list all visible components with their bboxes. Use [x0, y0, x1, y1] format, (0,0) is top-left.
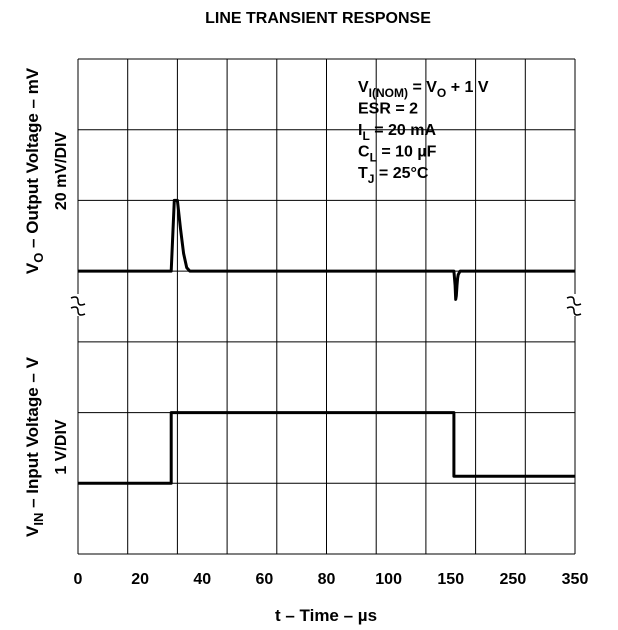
x-tick-label: 100 — [375, 571, 402, 588]
chart-title: LINE TRANSIENT RESPONSE — [205, 10, 431, 27]
y-axis-label-bottom: VIN – Input Voltage – V — [23, 356, 46, 537]
axis-break-left — [70, 294, 86, 316]
svg-text:VO – Output Voltage – mV: VO – Output Voltage – mV — [23, 67, 46, 274]
axis-break-right — [566, 294, 582, 316]
x-tick-label: 80 — [318, 571, 336, 588]
y-label-bottom-main: V — [23, 525, 42, 537]
x-tick-label: 40 — [193, 571, 211, 588]
annotation-line: ESR = 2 — [358, 101, 418, 118]
input-voltage-trace — [78, 411, 575, 485]
x-tick-label: 150 — [437, 571, 464, 588]
annotation-line: VI(NOM) = VO + 1 V — [358, 79, 489, 100]
x-axis-label: t – Time – µs — [275, 606, 377, 625]
x-tick-label: 60 — [255, 571, 273, 588]
x-tick-label: 250 — [500, 571, 527, 588]
svg-text:VIN – Input Voltage – V: VIN – Input Voltage – V — [23, 356, 46, 537]
annotation-line: TJ = 25°C — [358, 165, 429, 186]
x-tick-labels: 0 20 40 60 80 100 150 250 350 — [74, 571, 589, 588]
y-label-bottom-rest: – Input Voltage – V — [23, 356, 42, 512]
annotation-line: IL = 20 mA — [358, 122, 437, 143]
plot-grid — [77, 58, 576, 555]
x-tick-label: 350 — [562, 571, 589, 588]
y-scale-bottom: 1 V/DIV — [53, 419, 70, 474]
y-label-bottom-sub: IN — [31, 513, 46, 526]
x-tick-label: 0 — [74, 571, 83, 588]
y-label-top-sub: O — [31, 253, 46, 263]
y-label-top-main: V — [23, 262, 42, 274]
output-voltage-trace — [78, 198, 575, 301]
x-tick-label: 20 — [131, 571, 149, 588]
y-label-top-rest: – Output Voltage – mV — [23, 67, 42, 252]
y-axis-label-top: VO – Output Voltage – mV — [23, 67, 46, 274]
y-scale-top: 20 mV/DIV — [53, 132, 70, 211]
annotation-line: CL = 10 µF — [358, 144, 437, 165]
